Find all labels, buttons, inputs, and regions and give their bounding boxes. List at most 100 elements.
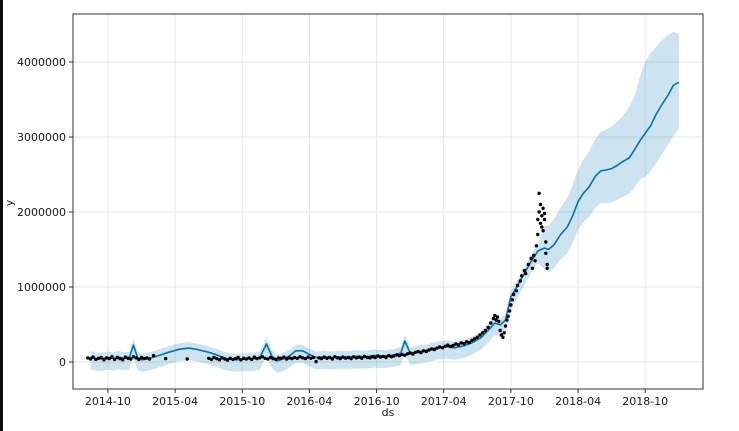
data-point xyxy=(239,358,243,362)
data-point xyxy=(212,355,216,360)
data-point xyxy=(522,268,526,273)
data-point xyxy=(311,355,316,360)
data-point xyxy=(260,355,265,359)
data-point xyxy=(448,344,453,349)
data-point xyxy=(341,355,345,359)
data-point xyxy=(107,356,112,361)
data-point xyxy=(456,343,461,347)
data-point xyxy=(464,340,469,344)
data-point xyxy=(164,356,168,361)
data-point xyxy=(432,347,436,352)
data-point xyxy=(276,356,281,360)
x-tick-label: 2015-10 xyxy=(219,395,265,408)
x-tick-label: 2015-04 xyxy=(152,395,198,408)
data-point xyxy=(537,191,541,195)
data-point xyxy=(96,356,101,360)
data-point xyxy=(225,358,230,362)
data-point xyxy=(537,210,541,214)
data-point xyxy=(509,303,513,307)
data-point xyxy=(506,314,510,318)
x-tick-label: 2014-10 xyxy=(85,395,131,408)
data-point xyxy=(430,347,434,351)
data-point xyxy=(507,309,512,313)
data-point xyxy=(373,355,377,360)
data-point xyxy=(357,355,361,359)
data-point xyxy=(185,357,189,361)
data-point xyxy=(231,357,235,362)
data-point xyxy=(282,355,286,359)
data-point xyxy=(467,340,471,345)
data-point xyxy=(486,325,490,330)
data-point xyxy=(438,345,442,349)
data-point xyxy=(327,355,332,360)
data-point xyxy=(545,262,549,267)
data-point xyxy=(142,356,146,361)
data-point xyxy=(493,313,497,318)
data-point xyxy=(498,328,502,333)
data-point xyxy=(271,356,275,361)
data-point xyxy=(147,357,152,361)
data-point xyxy=(99,355,103,360)
data-point xyxy=(530,266,535,270)
data-point xyxy=(290,356,294,361)
data-point xyxy=(365,355,369,360)
data-point xyxy=(514,289,518,293)
data-point xyxy=(330,357,334,361)
data-point xyxy=(395,353,399,357)
data-point xyxy=(381,354,385,359)
y-tick-label: 2000000 xyxy=(17,206,66,219)
data-point xyxy=(443,344,447,348)
data-point xyxy=(86,356,90,360)
data-point xyxy=(284,357,289,361)
data-point xyxy=(115,355,120,360)
data-point xyxy=(266,357,270,361)
data-point xyxy=(540,225,544,229)
data-point xyxy=(102,358,106,362)
data-point xyxy=(534,244,539,248)
data-point xyxy=(233,356,238,361)
data-point xyxy=(137,357,141,362)
x-tick-label: 2017-04 xyxy=(421,395,467,408)
data-point xyxy=(542,217,547,222)
data-point xyxy=(325,356,329,360)
data-point xyxy=(258,356,262,360)
data-point xyxy=(529,256,533,261)
data-point xyxy=(435,346,439,350)
data-point xyxy=(392,354,396,358)
data-point xyxy=(94,357,98,362)
data-point xyxy=(454,342,458,346)
data-point xyxy=(121,358,125,362)
data-point xyxy=(384,355,388,360)
x-tick-label: 2016-10 xyxy=(354,395,400,408)
data-point xyxy=(274,357,278,362)
data-point xyxy=(419,350,423,355)
data-point xyxy=(538,221,543,225)
data-point xyxy=(287,356,291,360)
data-point xyxy=(346,355,351,360)
data-point xyxy=(403,353,407,357)
data-point xyxy=(298,355,302,359)
data-point xyxy=(397,353,402,358)
data-point xyxy=(495,315,500,319)
x-tick-label: 2016-04 xyxy=(286,395,332,408)
data-point xyxy=(110,355,114,359)
data-point xyxy=(411,352,415,356)
data-point xyxy=(540,214,544,218)
data-point xyxy=(421,349,426,353)
data-point xyxy=(376,354,380,358)
plot-background xyxy=(73,14,703,389)
data-point xyxy=(387,353,391,358)
data-point xyxy=(303,356,308,361)
data-point xyxy=(544,240,548,244)
data-point xyxy=(335,356,340,360)
data-point xyxy=(541,229,545,233)
data-point xyxy=(354,356,359,360)
data-point xyxy=(129,357,133,361)
data-point xyxy=(451,343,455,348)
data-point xyxy=(389,355,394,359)
data-point xyxy=(279,356,283,360)
data-point xyxy=(314,359,318,364)
x-tick-label: 2018-10 xyxy=(622,395,668,408)
